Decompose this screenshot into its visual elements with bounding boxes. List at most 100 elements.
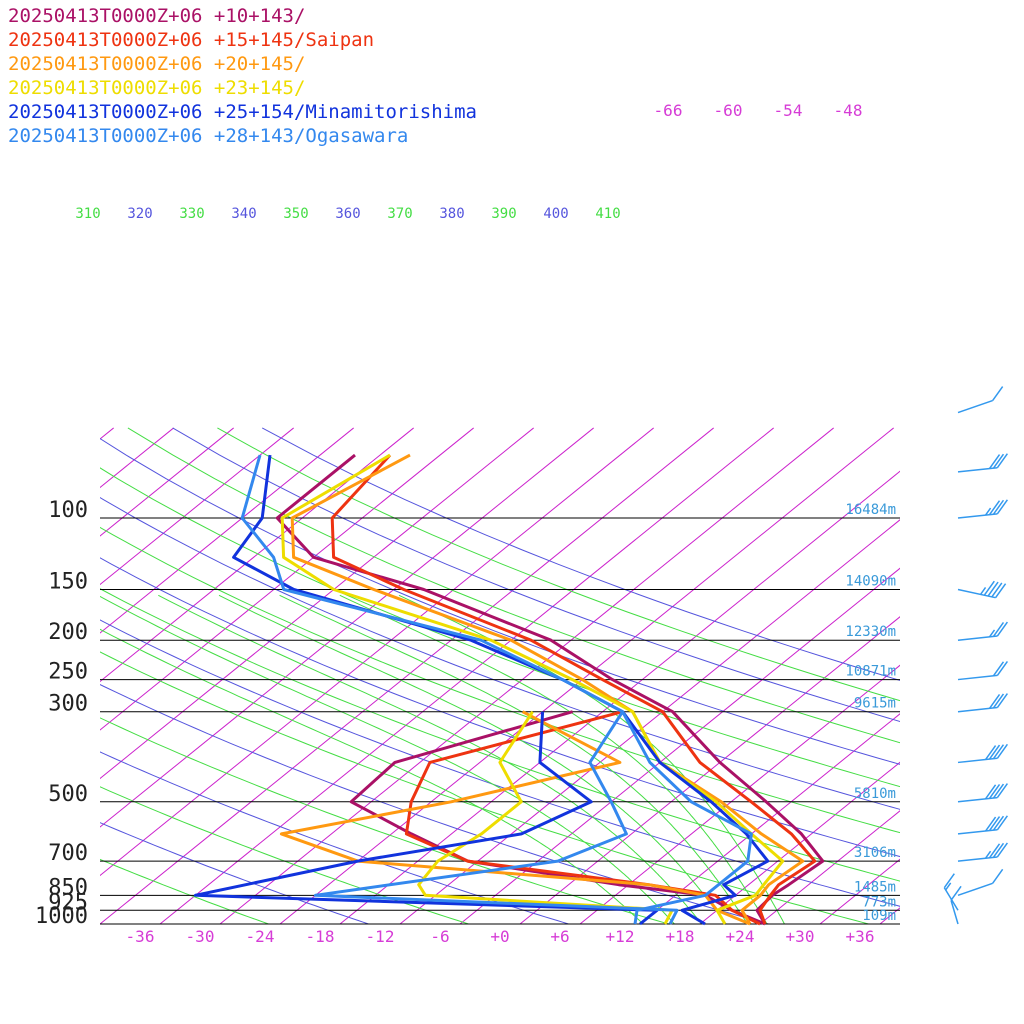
- pressure-label: 100: [48, 498, 88, 523]
- height-label: 1485m: [854, 879, 896, 895]
- pressure-label: 700: [48, 841, 88, 866]
- legend-entry: 20250413T0000Z+06 +23+145/: [8, 77, 305, 99]
- wind-barb-flag: [992, 453, 1005, 469]
- temperature-tick-label: +6: [550, 927, 569, 946]
- wind-barb-flag: [996, 499, 1009, 515]
- temperature-tick-label: +24: [726, 927, 755, 946]
- wind-barb-flag: [988, 843, 1001, 859]
- wind-barb-half: [979, 586, 987, 595]
- pressure-label: 1000: [35, 904, 88, 929]
- legend-entry: 20250413T0000Z+06 +25+154/Minamitorishim…: [8, 101, 477, 123]
- wind-barb-flag: [992, 622, 1005, 637]
- isotherm-line: [100, 427, 414, 683]
- wind-barb-staff: [957, 796, 998, 803]
- wind-barb-flag: [996, 743, 1009, 759]
- wind-barb-staff: [957, 467, 998, 473]
- isotherm-line: [100, 427, 594, 828]
- dry-adiabat-line: [261, 427, 900, 681]
- isotherm-line: [639, 713, 900, 924]
- wind-barb-flag: [992, 868, 1004, 884]
- temperature-tick-labels: -36 -30 -24 -18 -12 -6 +0 +6 +12 +18 +24 +30 +36: [126, 927, 875, 946]
- pressure-label: 200: [48, 620, 88, 645]
- isotherm-line: [339, 470, 900, 924]
- wind-barb-flag: [992, 744, 1005, 760]
- temperature-tick-label: -18: [306, 927, 335, 946]
- legend-entry: 20250413T0000Z+06 +15+145/Saipan: [8, 29, 374, 51]
- wind-barb-staff: [957, 588, 996, 599]
- wind-barb-half: [988, 629, 996, 638]
- wind-barb-flag: [988, 500, 1001, 516]
- wind-barb-flag: [992, 815, 1005, 831]
- dry-adiabat-line: [100, 467, 900, 788]
- isotherm-line: [100, 427, 354, 634]
- isotherm-top-label: -48: [834, 101, 863, 120]
- wind-barb: [957, 453, 1009, 473]
- dry-adiabat-line: [172, 427, 900, 722]
- dry-adiabat-line: [100, 588, 900, 882]
- wind-barb-half: [984, 507, 992, 516]
- wind-barb: [957, 580, 1007, 599]
- wind-barb-flag: [987, 581, 999, 597]
- wind-barb: [957, 868, 1004, 897]
- height-label: 5810m: [854, 786, 896, 802]
- wind-barb-flag: [996, 783, 1009, 799]
- pressure-label: 850: [48, 875, 88, 900]
- dewpoint-line: [193, 711, 659, 926]
- wind-barb: [957, 815, 1009, 835]
- height-label: 3106m: [854, 845, 896, 861]
- wind-barb-staff: [957, 706, 998, 713]
- wind-barb-flag: [992, 661, 1005, 677]
- isotherm-top-label: -60: [714, 101, 743, 120]
- wind-barb-staff: [957, 635, 998, 641]
- theta-label: 400: [543, 206, 568, 222]
- dry-adiabat-line: [100, 651, 871, 924]
- isotherm-line: [100, 427, 474, 731]
- pressure-label: 250: [48, 660, 88, 685]
- temperature-line: [240, 454, 753, 925]
- dry-adiabat-line: [100, 557, 900, 858]
- wind-barb-flag: [950, 885, 962, 901]
- wind-barb: [957, 783, 1009, 803]
- wind-barb: [957, 660, 1009, 681]
- height-label: 9615m: [854, 696, 896, 712]
- theta-label: 390: [491, 206, 516, 222]
- wind-barb-staff: [950, 900, 959, 925]
- temperature-tick-label: +36: [846, 927, 875, 946]
- wind-barb-staff: [957, 674, 998, 681]
- wind-barb: [957, 386, 1004, 414]
- temperature-tick-label: +30: [786, 927, 815, 946]
- isotherm-top-label: -66: [654, 101, 683, 120]
- height-labels: 16484m 14090m 12330m 10871m 9615m 5810m 3106m 1…: [845, 502, 896, 924]
- isotherm-line: [699, 761, 900, 924]
- temperature-tick-label: +0: [490, 927, 509, 946]
- wind-barbs: [943, 386, 1009, 925]
- wind-barb-flag: [992, 783, 1005, 799]
- isotherm-line: [100, 427, 714, 924]
- wind-barb-half: [945, 882, 952, 891]
- wind-barb: [957, 693, 1009, 713]
- moist-adiabat-line: [158, 594, 703, 924]
- temperature-line: [330, 454, 817, 925]
- height-label: 14090m: [845, 573, 896, 589]
- isotherm-line: [159, 427, 774, 924]
- isotherm-line: [759, 810, 900, 924]
- pressure-label: 500: [48, 782, 88, 807]
- isotherm-line: [279, 427, 894, 924]
- wind-barb-staff: [957, 856, 998, 862]
- legend-entry: 20250413T0000Z+06 +10+143/: [8, 5, 305, 27]
- moist-adiabat-lines: [100, 594, 786, 924]
- wind-barb-staff: [957, 513, 998, 519]
- height-label: 16484m: [845, 502, 896, 518]
- dry-adiabat-line: [100, 619, 900, 907]
- wind-barb: [957, 842, 1009, 862]
- wind-barb-half: [984, 850, 992, 859]
- temperature-tick-label: -12: [366, 927, 395, 946]
- pressure-label: 925: [48, 890, 88, 915]
- height-label: 109m: [862, 908, 896, 924]
- wind-barb-flag: [996, 842, 1009, 858]
- wind-barb-flag: [983, 580, 995, 596]
- theta-label: 330: [179, 206, 204, 222]
- wind-barb-flag: [996, 621, 1009, 637]
- wind-barb-flag: [991, 582, 1003, 598]
